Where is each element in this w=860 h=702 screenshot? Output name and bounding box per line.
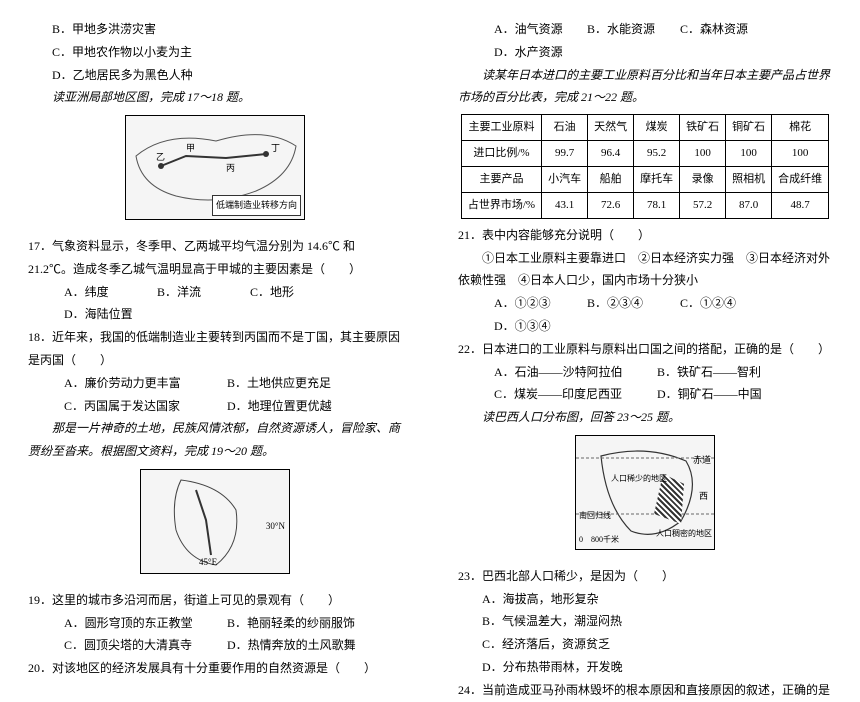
q19d: D．热情奔放的土风歌舞 (227, 634, 387, 657)
q18-opts: A．廉价劳动力更丰富 B．土地供应更充足 C．丙国属于发达国家 D．地理位置更优… (28, 372, 402, 418)
q21d: D．①③④ (494, 315, 584, 338)
q21: 21．表中内容能够充分说明（ ） (458, 224, 832, 247)
q20: 20．对该地区的经济发展具有十分重要作用的自然资源是（ ） (28, 657, 402, 680)
tropic-label: 南回归线 (579, 508, 611, 523)
opt-b: B．甲地多洪涝灾害 (28, 18, 402, 41)
table-row: 主要产品小汽车船舶摩托车录像照相机合成纤维 (461, 166, 828, 192)
equator-label: 赤道 (693, 452, 711, 469)
q20c: C．森林资源 (680, 18, 770, 41)
svg-text:丙: 丙 (226, 163, 235, 173)
q23: 23．巴西北部人口稀少，是因为（ ） (458, 565, 832, 588)
q22: 22．日本进口的工业原料与原料出口国之间的搭配，正确的是（ ） (458, 338, 832, 361)
q18: 18．近年来，我国的低端制造业主要转到丙国而不是丁国，其主要原因是丙国（ ） (28, 326, 402, 372)
table-row: 进口比例/%99.796.495.2100100100 (461, 141, 828, 167)
q21c: C．①②④ (680, 292, 770, 315)
q17a: A．纬度 (64, 281, 154, 304)
asia-legend: 低端制造业转移方向 (212, 195, 301, 216)
q20b: B．水能资源 (587, 18, 677, 41)
q18b: B．土地供应更充足 (227, 372, 387, 395)
read-brazil: 读巴西人口分布图，回答 23～25 题。 (458, 406, 832, 429)
read-asia: 读亚洲局部地区图，完成 17～18 题。 (28, 86, 402, 109)
q18c: C．丙国属于发达国家 (64, 395, 224, 418)
q23b: B．气候温差大，潮湿闷热 (458, 610, 832, 633)
q17-opts: A．纬度 B．洋流 C．地形 D．海陆位置 (28, 281, 402, 327)
q19-opts: A．圆形穹顶的东正教堂 B．艳丽轻柔的纱丽服饰 C．圆顶尖塔的大清真寺 D．热情… (28, 612, 402, 658)
q20a: A．油气资源 (494, 18, 584, 41)
table-row: 占世界市场/%43.172.678.157.287.048.7 (461, 192, 828, 218)
japan-table: 主要工业原料石油天然气煤炭铁矿石铜矿石棉花 进口比例/%99.796.495.2… (461, 114, 829, 219)
q22d: D．铜矿石——中国 (657, 383, 817, 406)
table-row: 主要工业原料石油天然气煤炭铁矿石铜矿石棉花 (461, 115, 828, 141)
q17: 17．气象资料显示，冬季甲、乙两城平均气温分别为 14.6℃ 和 21.2℃。造… (28, 235, 402, 281)
q22a: A．石油——沙特阿拉伯 (494, 361, 654, 384)
q22b: B．铁矿石——智利 (657, 361, 817, 384)
asia-map-figure: 乙 甲 丙 丁 低端制造业转移方向 (28, 115, 402, 229)
mideast-figure: 30°N 45°E (28, 469, 402, 583)
lat-30n: 30°N (266, 518, 285, 535)
svg-text:甲: 甲 (186, 143, 195, 153)
q19a: A．圆形穹顶的东正教堂 (64, 612, 224, 635)
left-column: B．甲地多洪涝灾害 C．甲地农作物以小麦为主 D．乙地居民多为黑色人种 读亚洲局… (0, 0, 430, 607)
q18a: A．廉价劳动力更丰富 (64, 372, 224, 395)
q23d: D．分布热带雨林，开发晚 (458, 656, 832, 679)
q19: 19．这里的城市多沿河而居，街道上可见的景观有（ ） (28, 589, 402, 612)
mideast-map-placeholder: 30°N 45°E (140, 469, 290, 574)
q22c: C．煤炭——印度尼西亚 (494, 383, 654, 406)
q23c: C．经济落后，资源贫乏 (458, 633, 832, 656)
svg-text:丁: 丁 (271, 143, 280, 153)
q20d: D．水产资源 (494, 41, 584, 64)
dense-label: 人口稠密的地区 (656, 526, 712, 541)
right-column: A．油气资源 B．水能资源 C．森林资源 D．水产资源 读某年日本进口的主要工业… (430, 0, 860, 607)
q21-opts: A．①②③ B．②③④ C．①②④ D．①③④ (458, 292, 832, 338)
lon-45e: 45°E (199, 554, 217, 571)
brazil-figure: 人口稀少的地区 人口稠密的地区 赤道 南回归线 0 800千米 西 (458, 435, 832, 559)
read-mid: 那是一片神奇的土地，民族风情浓郁，自然资源诱人，冒险家、商贾纷至沓来。根据图文资… (28, 417, 402, 463)
scale-label: 0 800千米 (579, 532, 619, 547)
svg-text:乙: 乙 (156, 152, 165, 162)
q21-statements: ①日本工业原料主要靠进口 ②日本经济实力强 ③日本经济对外依赖性强 ④日本人口少… (458, 247, 832, 293)
q24: 24．当前造成亚马孙雨林毁坏的根本原因和直接原因的叙述，正确的是 (458, 679, 832, 702)
asia-map-placeholder: 乙 甲 丙 丁 低端制造业转移方向 (125, 115, 305, 220)
q21b: B．②③④ (587, 292, 677, 315)
q19b: B．艳丽轻柔的纱丽服饰 (227, 612, 387, 635)
q22-opts: A．石油——沙特阿拉伯 B．铁矿石——智利 C．煤炭——印度尼西亚 D．铜矿石—… (458, 361, 832, 407)
sparse-label: 人口稀少的地区 (611, 471, 667, 486)
brazil-map-placeholder: 人口稀少的地区 人口稠密的地区 赤道 南回归线 0 800千米 西 (575, 435, 715, 550)
west-label: 西 (699, 488, 708, 505)
q17c: C．地形 (250, 281, 340, 304)
q21a: A．①②③ (494, 292, 584, 315)
read-japan: 读某年日本进口的主要工业原料百分比和当年日本主要产品占世界市场的百分比表，完成 … (458, 64, 832, 110)
opt-c: C．甲地农作物以小麦为主 (28, 41, 402, 64)
q17b: B．洋流 (157, 281, 247, 304)
opt-d: D．乙地居民多为黑色人种 (28, 64, 402, 87)
q17d: D．海陆位置 (64, 303, 154, 326)
q18d: D．地理位置更优越 (227, 395, 387, 418)
q20-opts: A．油气资源 B．水能资源 C．森林资源 D．水产资源 (458, 18, 832, 64)
q19c: C．圆顶尖塔的大清真寺 (64, 634, 224, 657)
